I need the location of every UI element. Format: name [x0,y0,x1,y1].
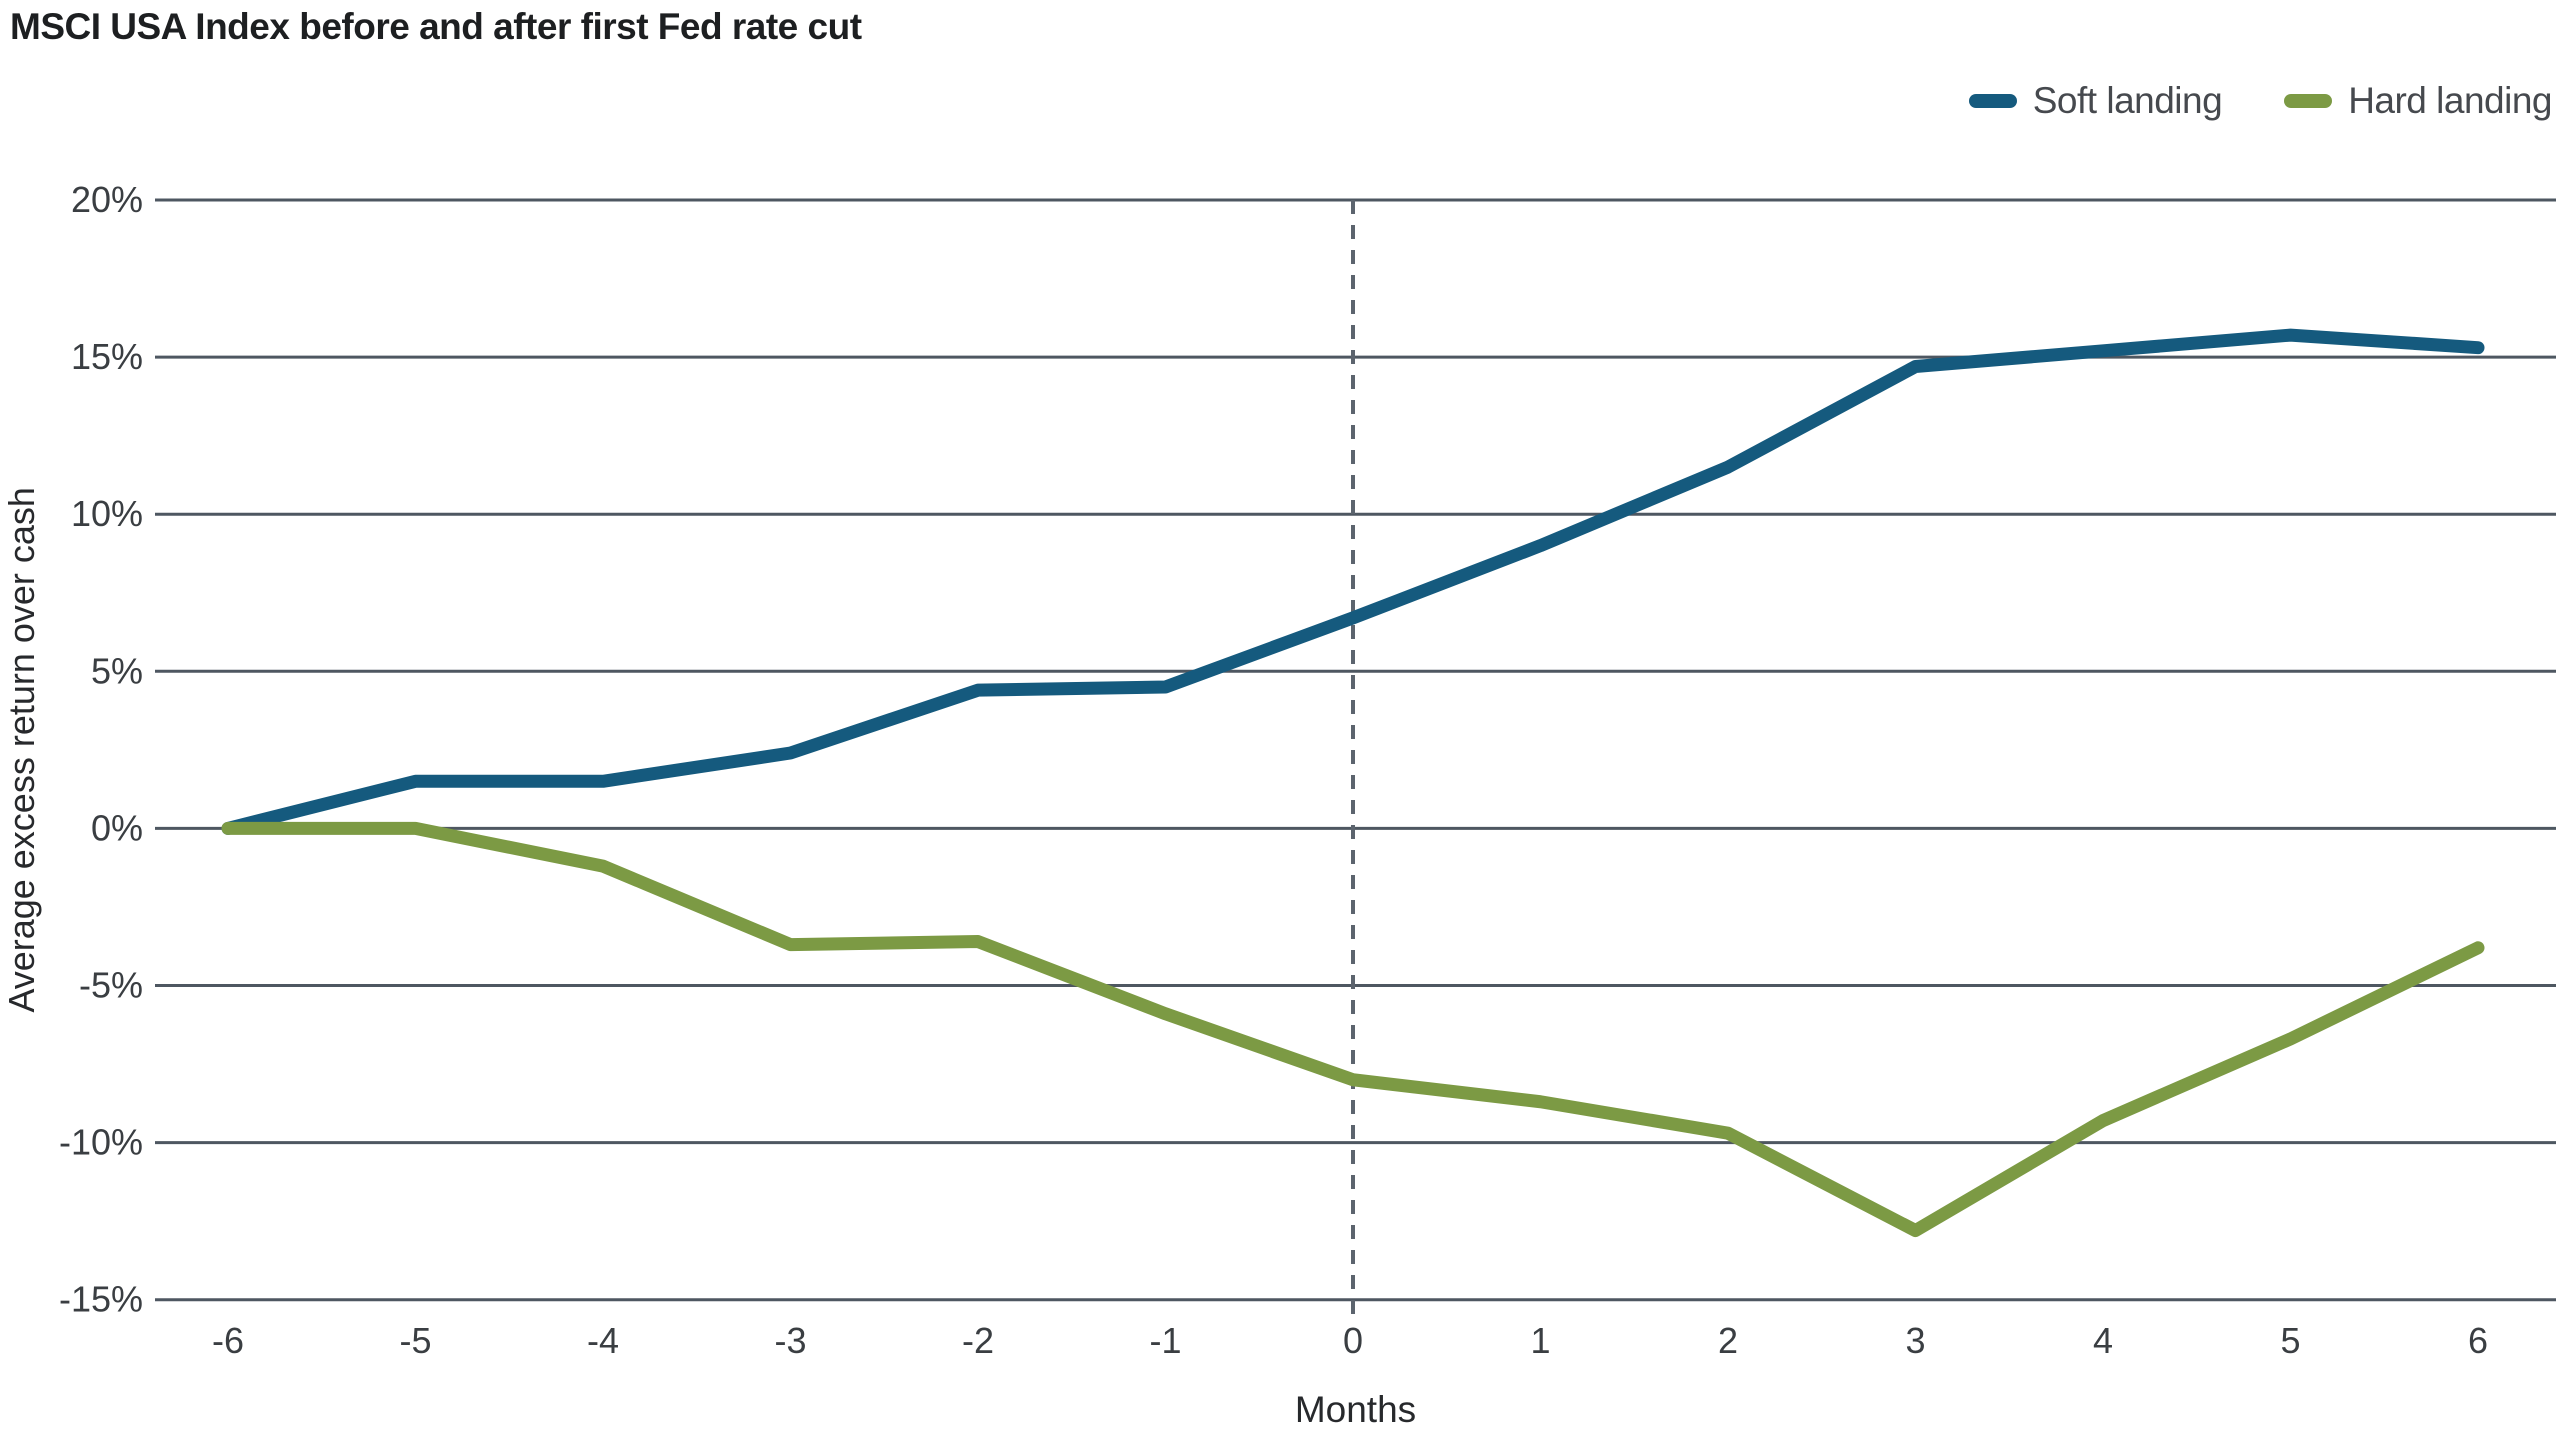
series-line-soft-landing [221,328,2485,835]
y-tick-label: -10% [59,1122,143,1163]
y-tick-label: 20% [71,179,143,220]
y-axis-title: Average excess return over cash [1,487,42,1013]
x-tick-label: -4 [587,1320,619,1361]
y-tick-label: -5% [79,965,143,1006]
y-tick-label: 15% [71,336,143,377]
x-tick-label: 6 [2468,1320,2488,1361]
x-tick-label: -6 [212,1320,244,1361]
legend-item-hard-landing: Hard landing [2284,80,2552,122]
x-tick-label: -1 [1149,1320,1181,1361]
x-tick-label: -3 [774,1320,806,1361]
x-tick-label: 1 [1530,1320,1550,1361]
legend: Soft landing Hard landing [1968,80,2552,122]
hard-landing-swatch-icon [2284,94,2333,108]
chart-title: MSCI USA Index before and after first Fe… [10,6,862,47]
x-tick-label: 5 [2280,1320,2300,1361]
legend-label-soft-landing: Soft landing [2032,80,2223,121]
x-tick-label: 3 [1905,1320,1925,1361]
y-tick-label: 5% [91,650,143,691]
series-line-hard-landing [221,821,2485,1238]
x-tick-label: 0 [1343,1320,1363,1361]
soft-landing-swatch-icon [1968,94,2017,108]
y-tick-label: 0% [91,807,143,848]
y-tick-label: -15% [59,1279,143,1320]
y-tick-label: 10% [71,493,143,534]
legend-item-soft-landing: Soft landing [1968,80,2223,122]
x-tick-label: 2 [1718,1320,1738,1361]
x-tick-label: -2 [962,1320,994,1361]
legend-label-hard-landing: Hard landing [2348,80,2552,121]
x-tick-label: -5 [399,1320,431,1361]
x-tick-label: 4 [2093,1320,2113,1361]
x-axis-title: Months [1295,1389,1416,1430]
